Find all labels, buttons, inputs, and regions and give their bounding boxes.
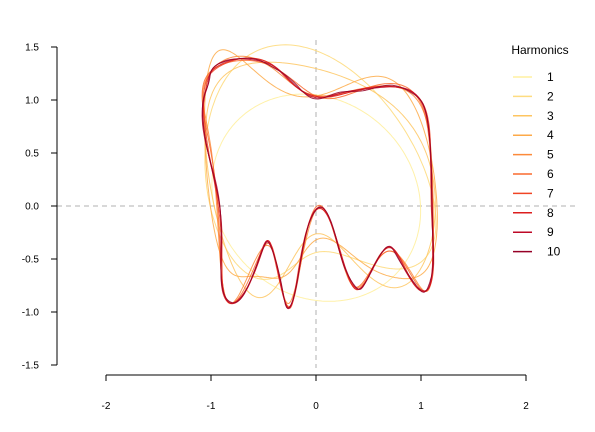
y-tick-label: -1.5 — [22, 361, 40, 372]
x-tick-label: -2 — [102, 401, 111, 412]
harmonic-curves — [201, 44, 438, 310]
legend-label: 9 — [547, 225, 554, 239]
y-tick-label: 1.5 — [25, 43, 39, 54]
harmonic-curve-5 — [202, 55, 434, 305]
x-tick-label: -1 — [207, 401, 216, 412]
legend-label: 4 — [547, 128, 554, 142]
y-tick-label: 1.0 — [25, 96, 39, 107]
y-tick-label: -0.5 — [22, 255, 40, 266]
reference-lines — [57, 40, 575, 368]
legend: Harmonics 1 2 3 4 5 6 7 8 9 10 — [511, 43, 568, 259]
y-axis: -1.5 -1.0 -0.5 0.0 0.5 1.0 1.5 — [22, 43, 58, 372]
harmonic-curve-4 — [204, 49, 438, 280]
legend-label: 2 — [547, 89, 554, 103]
harmonic-curve-10 — [201, 57, 434, 309]
legend-label: 1 — [547, 70, 554, 84]
harmonic-curve-2 — [204, 44, 437, 280]
x-tick-label: 1 — [418, 401, 424, 412]
legend-label: 3 — [547, 109, 554, 123]
legend-label: 5 — [547, 148, 554, 162]
y-tick-label: 0.5 — [25, 149, 39, 160]
legend-label: 10 — [547, 245, 561, 259]
legend-title: Harmonics — [511, 43, 568, 57]
y-tick-label: -1.0 — [22, 308, 40, 319]
legend-label: 6 — [547, 167, 554, 181]
harmonic-curve-6 — [201, 59, 434, 308]
x-tick-label: 2 — [523, 401, 529, 412]
legend-label: 8 — [547, 206, 554, 220]
y-tick-label: 0.0 — [25, 202, 39, 213]
x-tick-label: 0 — [313, 401, 319, 412]
x-axis: -2 -1 0 1 2 — [102, 374, 529, 412]
legend-label: 7 — [547, 186, 554, 200]
